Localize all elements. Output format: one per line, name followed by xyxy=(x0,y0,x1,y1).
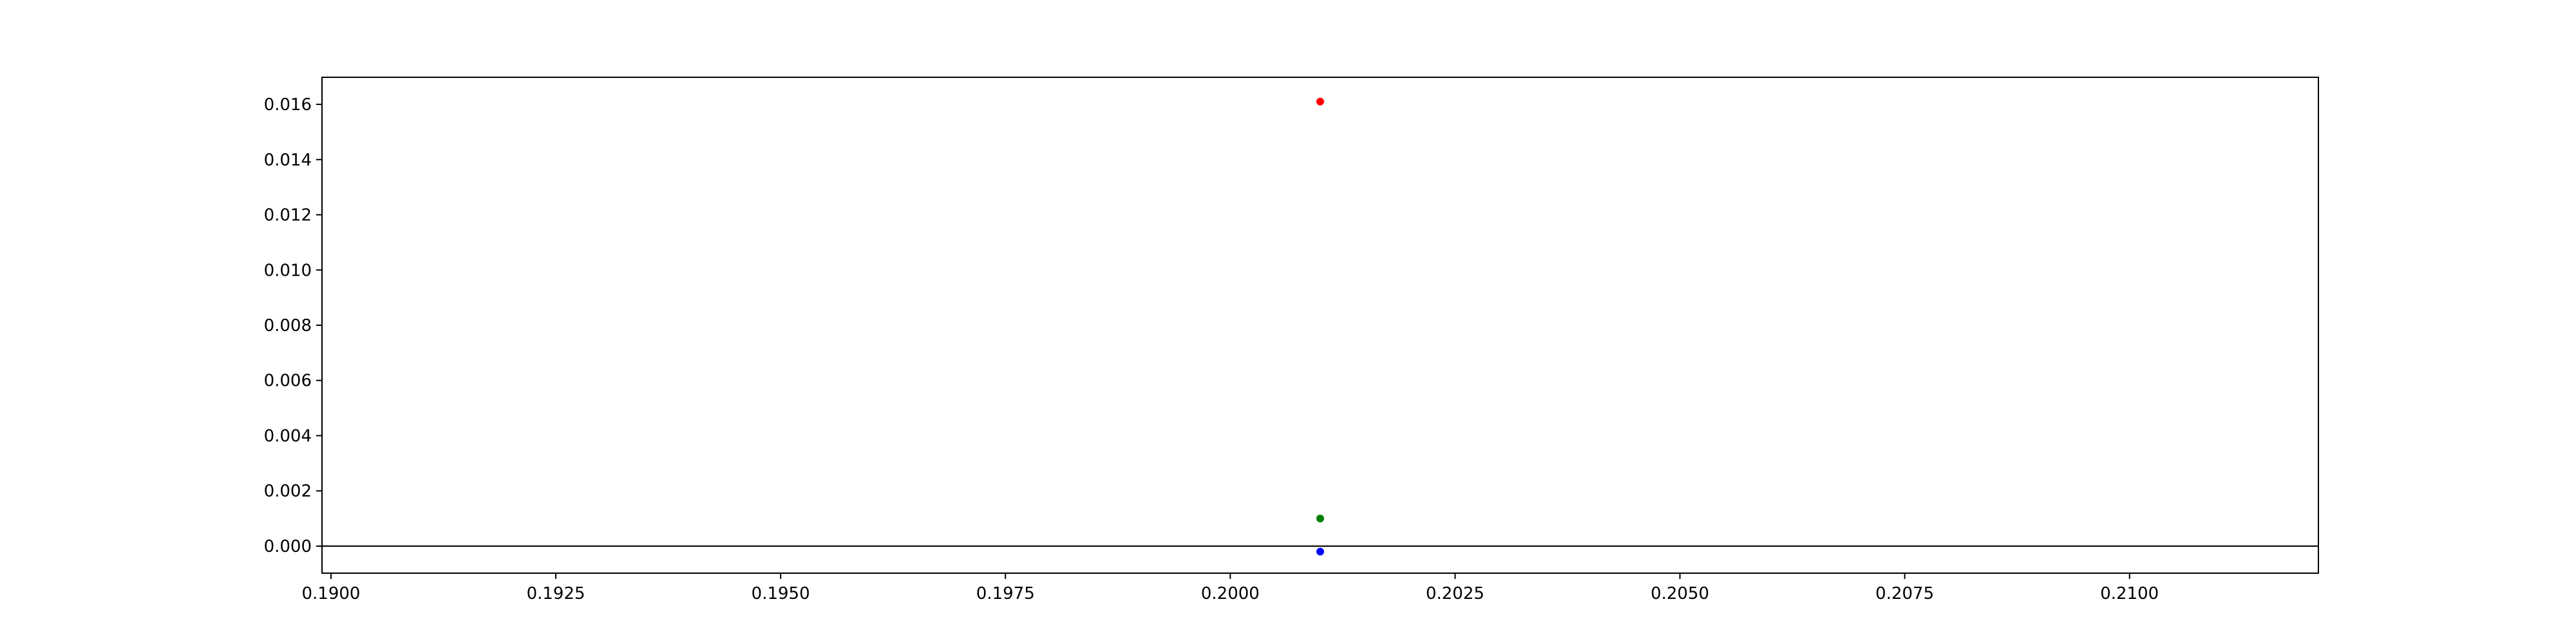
data-point-series-3 xyxy=(1316,547,1324,556)
data-point-series-2 xyxy=(1316,515,1324,523)
plot-frame xyxy=(321,77,2319,574)
y-tick-label: 0.002 xyxy=(264,482,312,501)
y-tick-label: 0.000 xyxy=(264,537,312,556)
x-tick-label: 0.2075 xyxy=(1875,584,1934,603)
x-tick-label: 0.2100 xyxy=(2100,584,2159,603)
data-points xyxy=(1316,97,1324,556)
y-tick-label: 0.012 xyxy=(264,206,312,225)
x-tick-label: 0.2025 xyxy=(1426,584,1484,603)
x-tick-label: 0.2000 xyxy=(1201,584,1260,603)
x-tick-label: 0.1950 xyxy=(752,584,810,603)
x-tick-label: 0.2050 xyxy=(1651,584,1709,603)
x-tick-label: 0.1975 xyxy=(976,584,1035,603)
data-point-series-1 xyxy=(1316,97,1324,106)
y-tick-label: 0.008 xyxy=(264,316,312,336)
y-tick-label: 0.004 xyxy=(264,426,312,446)
x-tick-label: 0.1925 xyxy=(527,584,585,603)
x-tick-label: 0.1900 xyxy=(301,584,360,603)
x-axis: 0.1900 0.1925 0.1950 0.1975 0.2000 0.2025 0.20… xyxy=(301,573,2159,603)
y-axis: 0.000 0.002 0.004 0.006 0.008 0.010 0.012 0.014… xyxy=(264,95,322,556)
y-tick-label: 0.010 xyxy=(264,261,312,280)
y-tick-label: 0.006 xyxy=(264,372,312,391)
y-tick-label: 0.016 xyxy=(264,95,312,115)
y-tick-label: 0.014 xyxy=(264,151,312,170)
